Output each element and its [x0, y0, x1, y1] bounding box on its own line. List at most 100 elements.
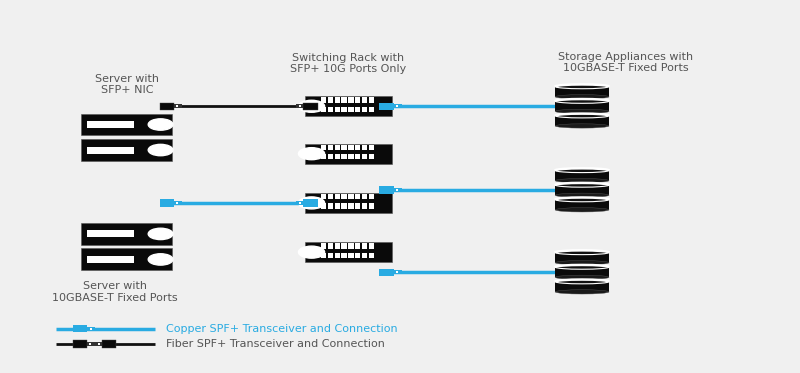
- Text: Server with
10GBASE-T Fixed Ports: Server with 10GBASE-T Fixed Ports: [52, 281, 178, 303]
- Ellipse shape: [555, 183, 609, 187]
- Bar: [305, 193, 392, 213]
- Bar: [555, 185, 609, 195]
- Bar: [348, 107, 354, 112]
- Bar: [348, 203, 354, 209]
- Bar: [342, 203, 346, 209]
- Bar: [321, 154, 326, 159]
- Bar: [87, 121, 134, 128]
- Bar: [303, 103, 318, 110]
- Ellipse shape: [555, 250, 609, 255]
- Bar: [87, 327, 95, 331]
- Bar: [305, 96, 392, 116]
- Bar: [176, 106, 178, 107]
- Bar: [348, 145, 354, 150]
- Bar: [334, 194, 340, 199]
- Ellipse shape: [555, 197, 609, 202]
- Text: Server with
SFP+ NIC: Server with SFP+ NIC: [95, 74, 159, 95]
- Bar: [321, 243, 326, 248]
- Circle shape: [148, 144, 173, 156]
- Bar: [334, 107, 340, 112]
- Bar: [362, 243, 367, 248]
- Bar: [160, 199, 174, 207]
- Bar: [334, 253, 340, 258]
- Bar: [94, 342, 102, 346]
- Bar: [394, 188, 402, 192]
- Text: Copper SPF+ Transceiver and Connection: Copper SPF+ Transceiver and Connection: [166, 324, 398, 334]
- Bar: [334, 243, 340, 248]
- Bar: [369, 203, 374, 209]
- Bar: [362, 253, 367, 258]
- Bar: [328, 107, 333, 112]
- Bar: [355, 243, 360, 248]
- Ellipse shape: [555, 193, 609, 197]
- Bar: [369, 145, 374, 150]
- Bar: [342, 154, 346, 159]
- Bar: [305, 144, 392, 164]
- Bar: [321, 203, 326, 209]
- Ellipse shape: [555, 168, 609, 173]
- Bar: [87, 342, 95, 346]
- Text: Switching Rack with
SFP+ 10G Ports Only: Switching Rack with SFP+ 10G Ports Only: [290, 53, 406, 74]
- Ellipse shape: [555, 275, 609, 279]
- Bar: [82, 223, 172, 245]
- Bar: [295, 201, 303, 205]
- Bar: [342, 253, 346, 258]
- Bar: [355, 203, 360, 209]
- Bar: [555, 267, 609, 277]
- Bar: [396, 272, 398, 273]
- Bar: [342, 145, 346, 150]
- Bar: [328, 145, 333, 150]
- Bar: [369, 253, 374, 258]
- Bar: [348, 154, 354, 159]
- Bar: [328, 154, 333, 159]
- Ellipse shape: [555, 99, 609, 103]
- Bar: [555, 253, 609, 263]
- Circle shape: [148, 119, 173, 130]
- Bar: [295, 104, 303, 108]
- Bar: [90, 328, 92, 329]
- Bar: [396, 106, 398, 107]
- Circle shape: [148, 254, 173, 265]
- Circle shape: [298, 197, 325, 209]
- Bar: [355, 194, 360, 199]
- Ellipse shape: [555, 261, 609, 265]
- Bar: [160, 103, 174, 110]
- Bar: [342, 107, 346, 112]
- Bar: [334, 145, 340, 150]
- Bar: [87, 256, 134, 263]
- Bar: [90, 343, 91, 345]
- Bar: [355, 145, 360, 150]
- Bar: [348, 253, 354, 258]
- Ellipse shape: [555, 124, 609, 128]
- Bar: [355, 154, 360, 159]
- Ellipse shape: [555, 208, 609, 212]
- Bar: [555, 87, 609, 97]
- Bar: [82, 113, 172, 135]
- Bar: [321, 107, 326, 112]
- Circle shape: [298, 100, 325, 112]
- Bar: [98, 343, 99, 345]
- Bar: [87, 147, 134, 154]
- Text: Fiber SPF+ Transceiver and Connection: Fiber SPF+ Transceiver and Connection: [166, 339, 386, 349]
- Bar: [394, 104, 402, 108]
- Bar: [379, 103, 394, 110]
- Bar: [396, 189, 398, 191]
- Bar: [379, 269, 394, 276]
- Bar: [362, 97, 367, 103]
- Ellipse shape: [555, 290, 609, 294]
- Bar: [87, 231, 134, 237]
- Bar: [303, 199, 318, 207]
- Bar: [379, 186, 394, 194]
- Bar: [174, 201, 182, 205]
- Bar: [73, 325, 87, 332]
- Bar: [555, 200, 609, 210]
- Bar: [334, 154, 340, 159]
- Bar: [328, 253, 333, 258]
- Bar: [369, 97, 374, 103]
- Bar: [299, 202, 301, 204]
- Bar: [369, 107, 374, 112]
- Circle shape: [298, 148, 325, 160]
- Ellipse shape: [555, 265, 609, 269]
- Bar: [555, 116, 609, 126]
- Bar: [362, 154, 367, 159]
